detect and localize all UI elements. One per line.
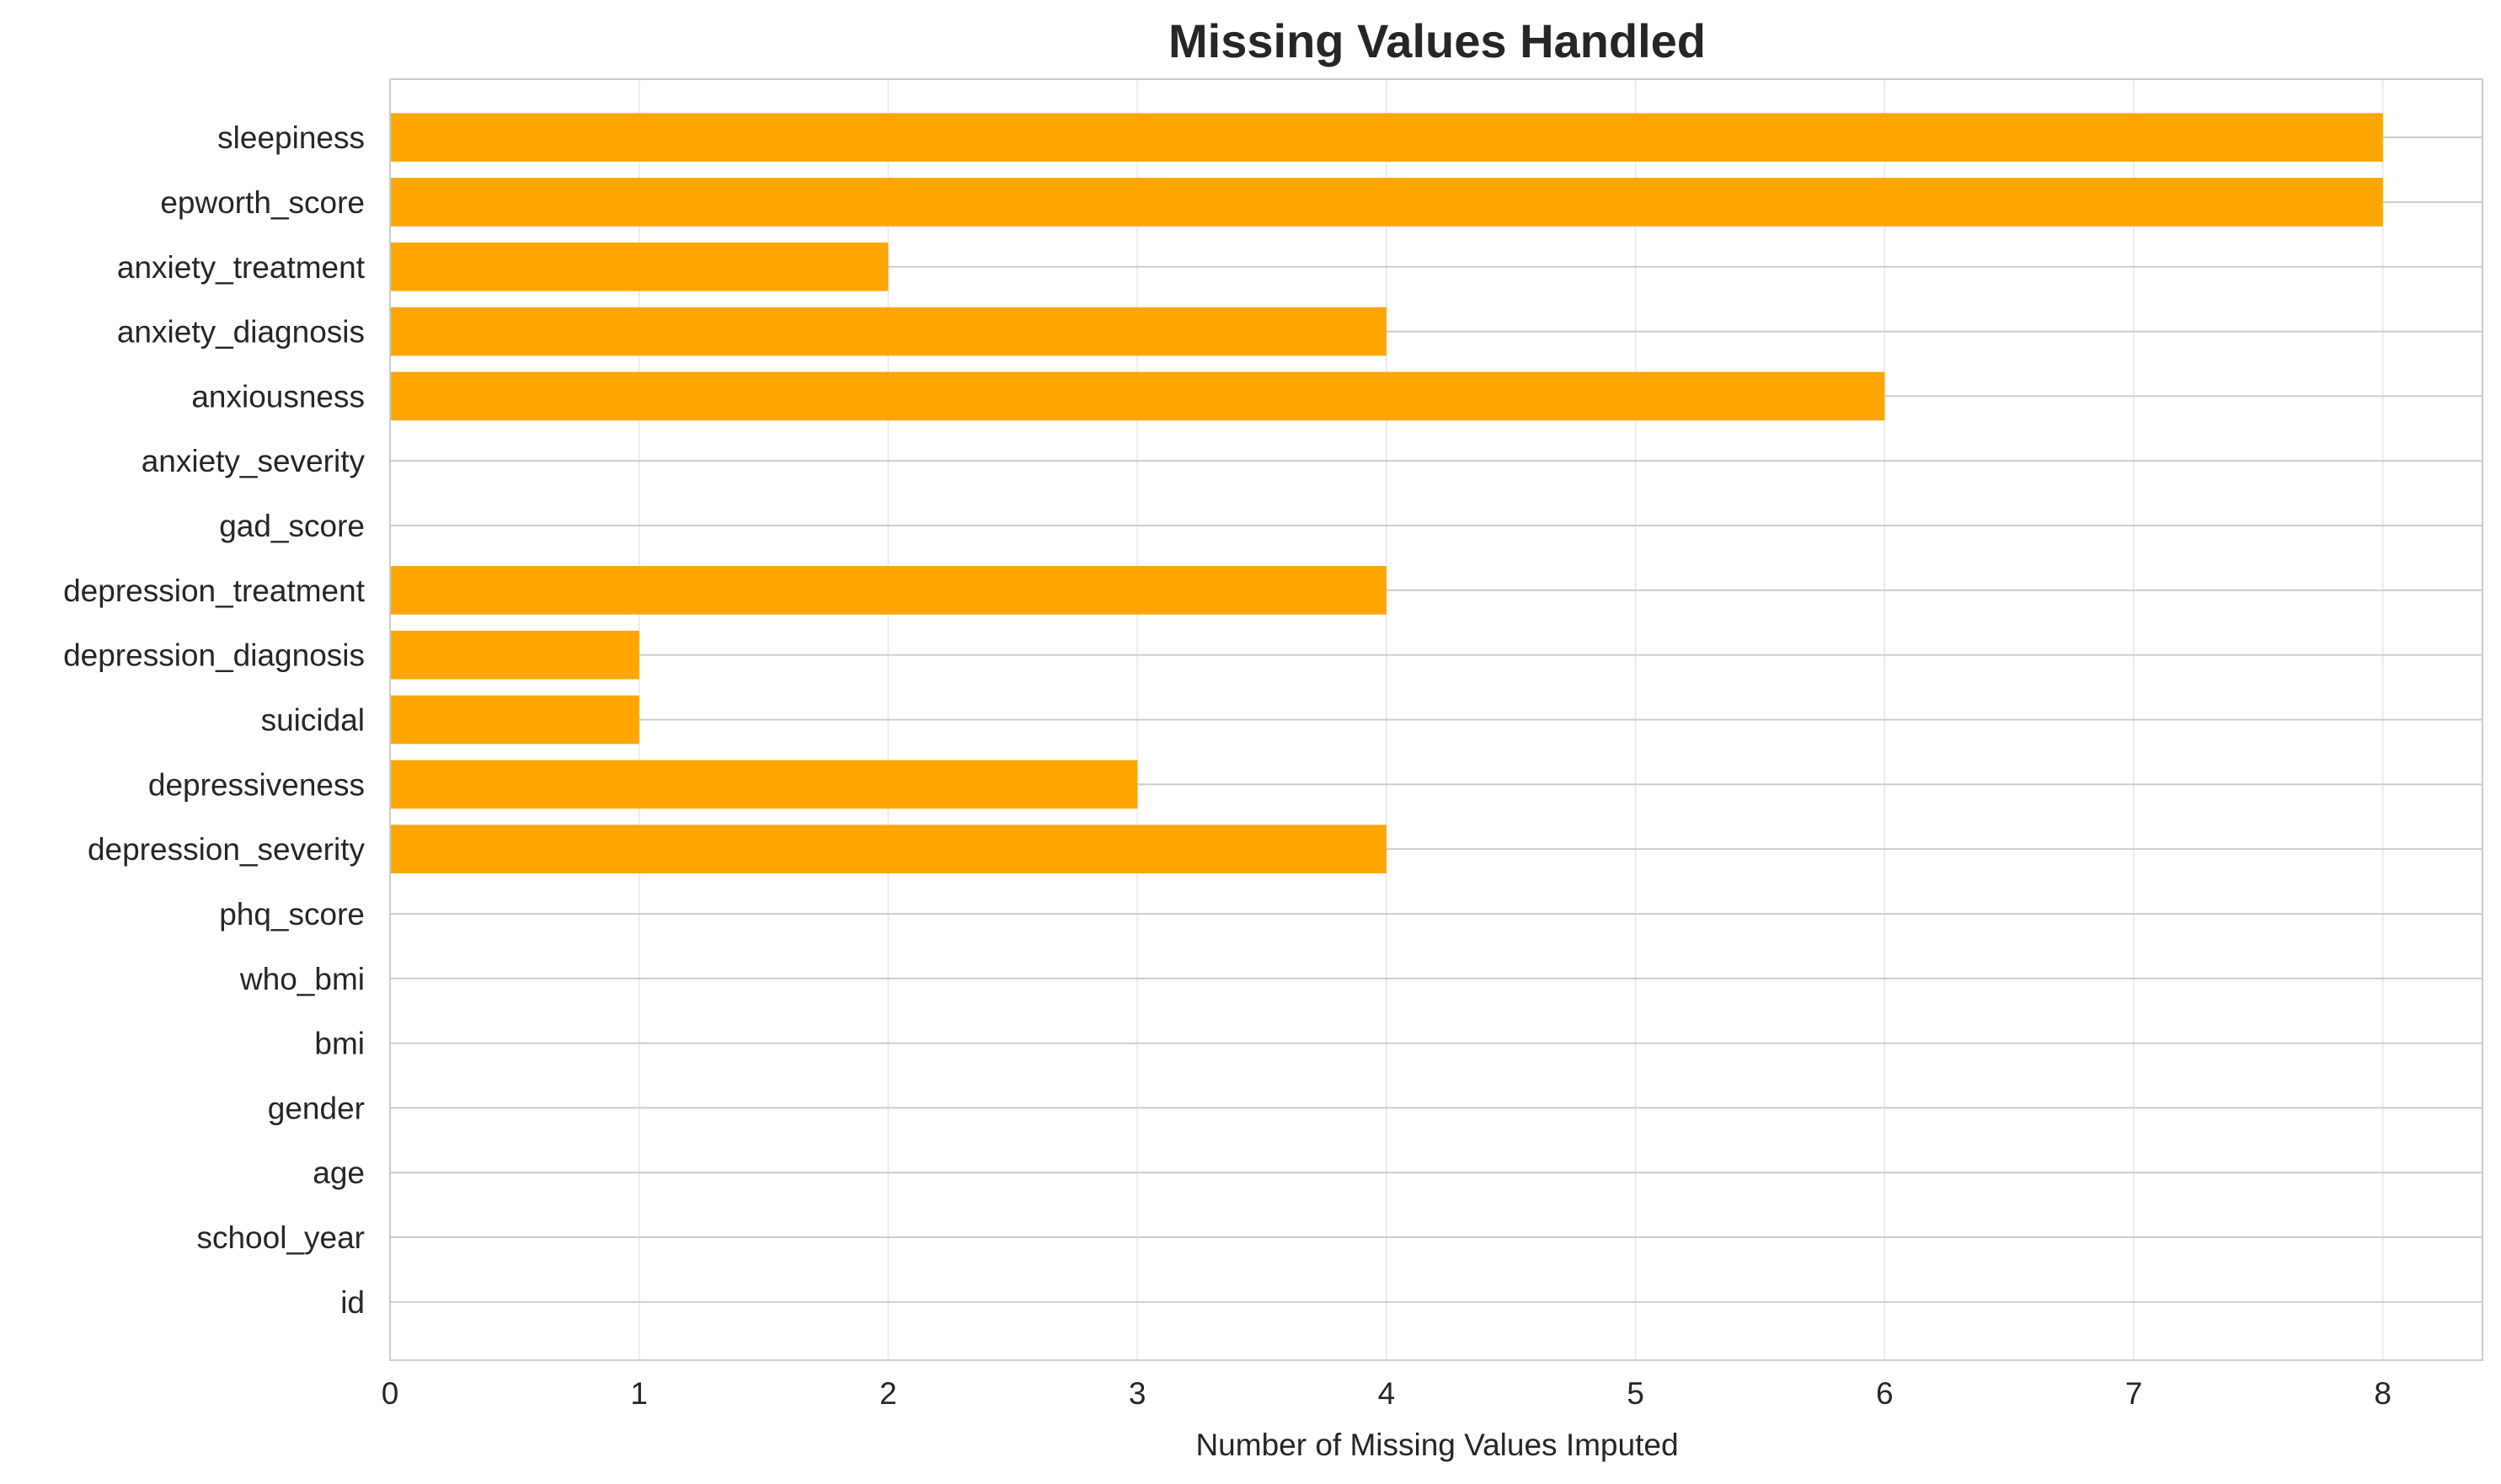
chart-title: Missing Values Handled <box>1168 14 1706 67</box>
y-tick-label: phq_score <box>219 897 365 932</box>
y-tick-labels: id school_year age gender bmi who_bmi phq_scor… <box>63 120 366 1320</box>
bar-epworth-score <box>390 178 2383 227</box>
y-tick-label: school_year <box>196 1220 365 1255</box>
y-tick-label: age <box>313 1156 365 1190</box>
bar-depression-severity <box>390 825 1387 873</box>
bars <box>390 113 2383 873</box>
bar-anxiousness <box>390 371 1885 421</box>
y-tick-label: depressiveness <box>148 767 365 802</box>
bar-sleepiness <box>390 113 2383 162</box>
x-tick-label: 8 <box>2374 1376 2391 1411</box>
y-tick-label: epworth_score <box>160 185 365 220</box>
grid <box>389 79 2482 1360</box>
y-tick-label: anxiety_treatment <box>117 250 366 285</box>
y-tick-label: bmi <box>314 1027 365 1061</box>
y-tick-label: anxiousness <box>191 379 365 414</box>
x-tick-label: 6 <box>1876 1376 1894 1411</box>
x-axis-title: Number of Missing Values Imputed <box>1195 1428 1678 1462</box>
x-tick-label: 3 <box>1129 1376 1146 1411</box>
x-tick-label: 2 <box>879 1376 897 1411</box>
x-tick-label: 7 <box>2125 1376 2143 1411</box>
bar-depressiveness <box>390 760 1138 809</box>
x-tick-label: 1 <box>630 1376 648 1411</box>
plot-frame <box>389 78 2483 1361</box>
y-tick-label: who_bmi <box>239 962 365 996</box>
bar-suicidal <box>390 695 639 745</box>
bar-anxiety-treatment <box>390 242 889 291</box>
y-tick-label: anxiety_severity <box>142 444 366 478</box>
x-tick-labels: 0 1 2 3 4 5 6 7 8 <box>382 1376 2391 1411</box>
bar-anxiety-diagnosis <box>390 307 1387 356</box>
y-tick-label: anxiety_diagnosis <box>117 315 365 350</box>
y-tick-label: gad_score <box>219 509 365 543</box>
y-tick-label: suicidal <box>261 703 365 738</box>
x-tick-label: 0 <box>382 1376 399 1411</box>
x-tick-label: 4 <box>1378 1376 1396 1411</box>
bar-depression-treatment <box>390 566 1387 615</box>
y-tick-label: depression_treatment <box>63 574 366 608</box>
y-tick-label: gender <box>268 1091 365 1125</box>
y-tick-label: depression_diagnosis <box>63 638 365 673</box>
x-tick-label: 5 <box>1627 1376 1644 1411</box>
y-tick-label: id <box>340 1285 365 1320</box>
y-tick-label: sleepiness <box>217 120 365 155</box>
y-tick-label: depression_severity <box>88 832 366 867</box>
bar-depression-diagnosis <box>390 630 639 680</box>
